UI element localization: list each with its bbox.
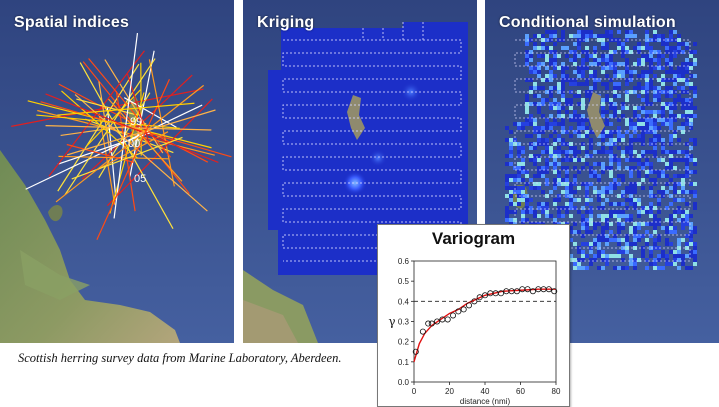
data-point-8	[455, 308, 462, 315]
y-tick-label-0.3: 0.3	[398, 318, 410, 327]
data-point-3	[428, 320, 435, 327]
panel-title-spatial-indices: Spatial indices	[14, 14, 130, 31]
data-point-12	[476, 294, 483, 301]
year-label-00: 00	[128, 138, 140, 150]
survey-lines	[11, 32, 232, 240]
x-tick-label-80: 80	[552, 387, 561, 396]
figure-caption: Scottish herring survey data from Marine…	[18, 351, 342, 365]
data-point-20	[519, 286, 526, 293]
data-point-11	[471, 298, 478, 305]
variogram-title: Variogram	[431, 229, 516, 248]
survey-track	[282, 22, 462, 262]
variogram-inset: Variogram 0 20 40 60 80 0.0 0.1 0.2 0.3 0.4 0.5 0.6…	[377, 224, 570, 407]
data-point-2	[425, 320, 432, 327]
survey-track	[514, 39, 691, 262]
x-axis-label: distance (nmi)	[460, 397, 511, 406]
y-tick-label-0.2: 0.2	[398, 338, 410, 347]
x-tick-label-20: 20	[445, 387, 454, 396]
y-axis-label: γ	[388, 315, 395, 329]
x-tick-label-60: 60	[516, 387, 525, 396]
spatial-indices-panel: 99 00 05 Spatial indices	[0, 0, 234, 343]
data-point-9	[460, 306, 467, 313]
data-point-6	[444, 316, 451, 323]
data-point-25	[545, 286, 552, 293]
data-point-19	[513, 288, 520, 295]
spatial-indices-map: 99 00 05	[0, 0, 234, 343]
model-curve	[413, 288, 556, 363]
y-tick-label-0.6: 0.6	[398, 257, 410, 266]
data-point-21	[524, 286, 531, 293]
data-point-1	[419, 328, 426, 335]
panel-title-kriging: Kriging	[257, 14, 315, 31]
simulation-cells	[505, 30, 697, 270]
data-point-13	[482, 292, 489, 299]
x-tick-label-40: 40	[481, 387, 490, 396]
plot-frame	[413, 260, 557, 383]
mainland-shape	[0, 150, 180, 343]
y-tick-label-0.4: 0.4	[398, 297, 410, 306]
data-point-7	[450, 312, 457, 319]
data-point-16	[497, 290, 504, 297]
data-point-0	[412, 348, 419, 355]
year-label-99: 99	[130, 116, 142, 128]
x-tick-label-0: 0	[412, 387, 417, 396]
y-tick-label-0: 0.0	[398, 378, 410, 387]
variogram-chart: 0 20 40 60 80 0.0 0.1 0.2 0.3 0.4 0.5 0.6 distance (…	[388, 257, 561, 406]
y-tick-label-0.1: 0.1	[398, 358, 410, 367]
year-label-05: 05	[134, 173, 146, 185]
y-tick-label-0.5: 0.5	[398, 277, 410, 286]
data-point-22	[529, 288, 536, 295]
data-point-26	[551, 288, 558, 295]
data-point-10	[466, 302, 473, 309]
data-point-4	[434, 318, 441, 325]
panel-title-conditional-simulation: Conditional simulation	[499, 14, 676, 31]
